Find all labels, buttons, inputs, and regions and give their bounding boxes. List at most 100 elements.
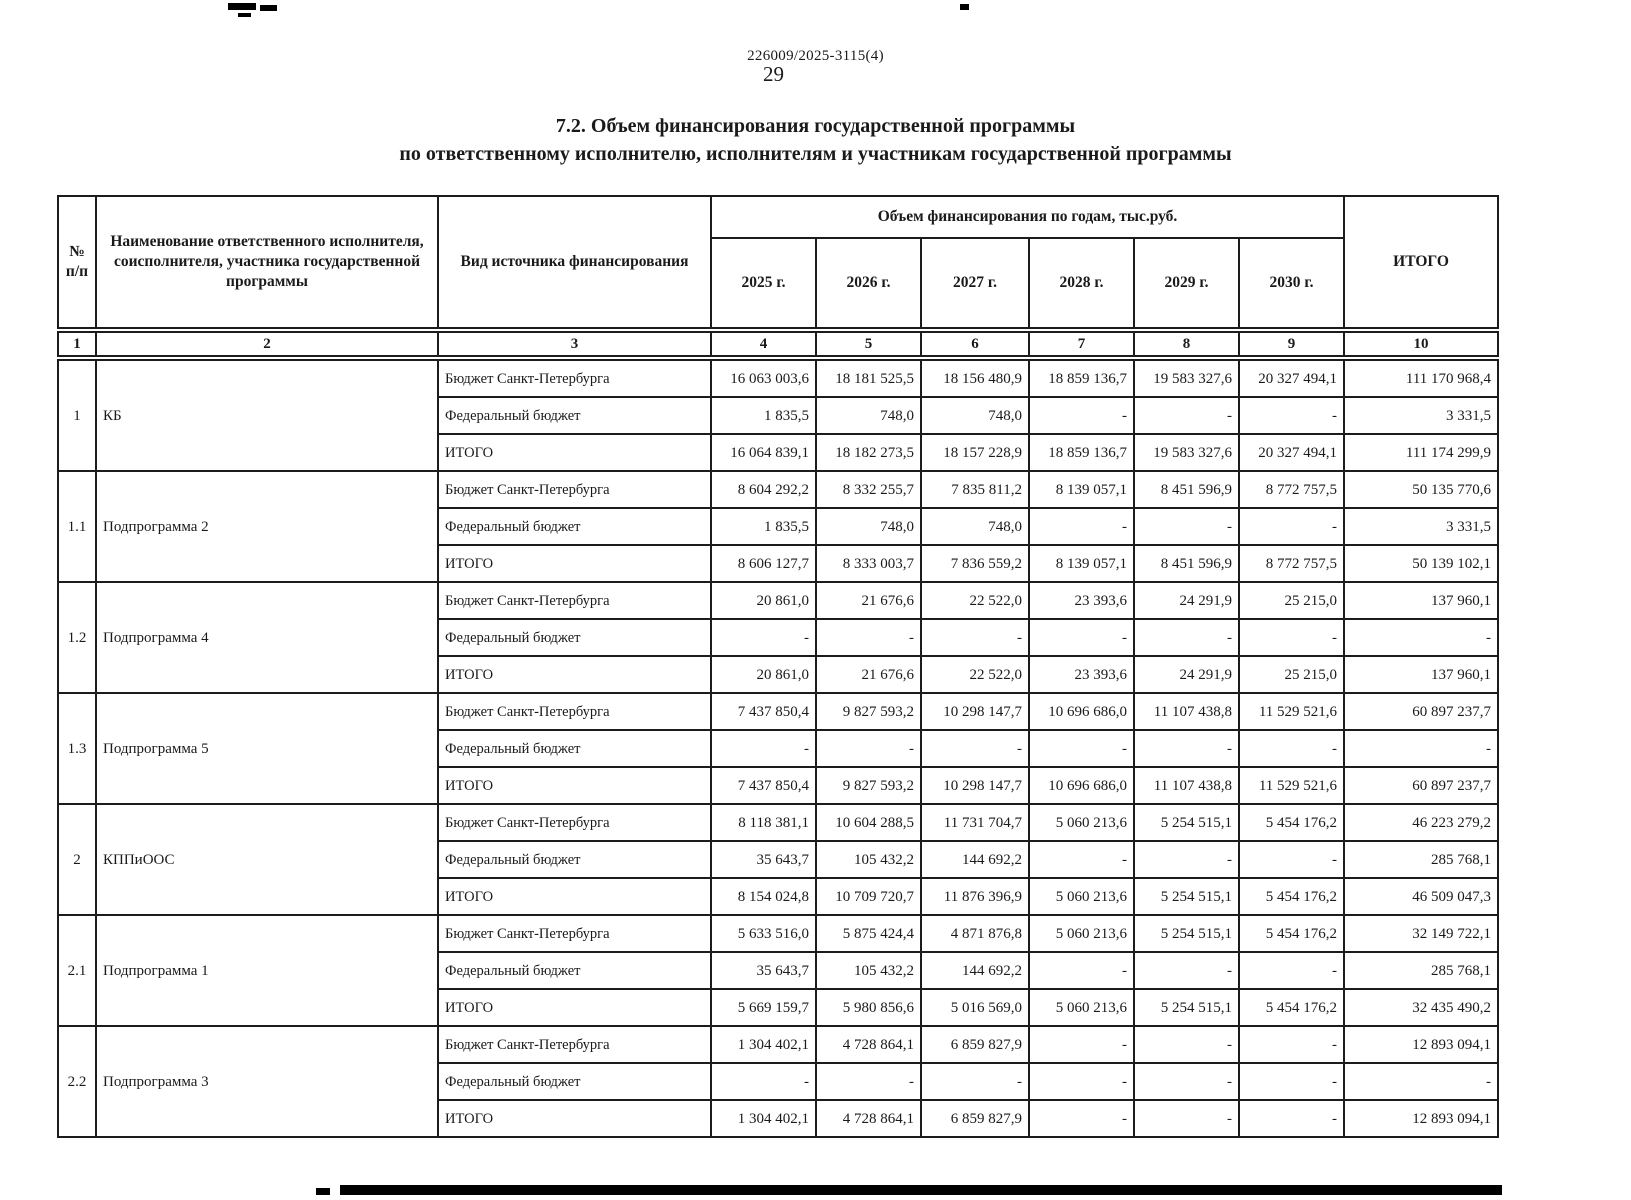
table-row: ИТОГО 1 304 402,1 4 728 864,1 6 859 827,9- -… [58, 1099, 1500, 1138]
col-header-year-2027: 2027 г. [920, 237, 1030, 331]
year-value-cell: 5 454 176,2 [1237, 877, 1346, 916]
table-row: 2.2 Подпрограмма 3 Бюджет Санкт-Петербурга… [57, 1025, 1500, 1138]
year-value-cell: 11 107 438,8 [1133, 766, 1240, 805]
year-value-cell: 4 728 864,1 [815, 1025, 922, 1064]
year-value-cell: 18 859 136,7 [1028, 357, 1135, 398]
year-value-cell: 748,0 [920, 507, 1030, 546]
colnum-7: 7 [1028, 327, 1135, 361]
table-row: ИТОГО 20 861,0 21 676,6 22 522,0 23 393,6 24 … [58, 655, 1500, 694]
page-number: 29 [763, 62, 784, 86]
year-value-cell: 18 181 525,5 [815, 357, 922, 398]
source-cell: Федеральный бюджет [437, 729, 712, 768]
year-value-cell: - [815, 729, 922, 768]
year-value-cell: - [1133, 840, 1240, 879]
year-value-cell: 5 454 176,2 [1237, 803, 1346, 842]
col-header-total: ИТОГО [1343, 195, 1500, 331]
section-title: 7.2. Объем финансирования государственно… [0, 112, 1631, 168]
year-value-cell: 21 676,6 [815, 655, 922, 694]
year-value-cell: 20 327 494,1 [1237, 357, 1346, 398]
year-value-cell: 8 772 757,5 [1237, 544, 1346, 583]
executor-name-cell: Подпрограмма 3 [95, 1025, 439, 1138]
year-value-cell: 5 254 515,1 [1133, 803, 1240, 842]
year-value-cell: 19 583 327,6 [1133, 433, 1240, 472]
scan-artifact [260, 5, 277, 11]
year-value-cell: 5 875 424,4 [815, 914, 922, 953]
year-value-cell: - [920, 618, 1030, 657]
col-header-year-2028: 2028 г. [1028, 237, 1135, 331]
year-value-cell: - [1133, 951, 1240, 990]
year-value-cell: - [815, 618, 922, 657]
year-value-cell: 10 696 686,0 [1028, 692, 1135, 731]
year-value-cell: 18 157 228,9 [920, 433, 1030, 472]
year-value-cell: 24 291,9 [1133, 655, 1240, 694]
section-title-line1: 7.2. Объем финансирования государственно… [555, 115, 1076, 137]
total-value-cell: 12 893 094,1 [1343, 1025, 1500, 1064]
scan-artifact [960, 4, 969, 10]
year-value-cell: - [1133, 1025, 1240, 1064]
total-value-cell: - [1343, 618, 1500, 657]
year-value-cell: 20 861,0 [710, 581, 817, 620]
year-value-cell: - [1133, 618, 1240, 657]
year-value-cell: 5 060 213,6 [1028, 803, 1135, 842]
table-row: 1.3 Подпрограмма 5 Бюджет Санкт-Петербурга… [57, 692, 1500, 805]
col-header-volume-group: Объем финансирования по годам, тыс.руб. [709, 195, 1346, 239]
colnum-8: 8 [1133, 327, 1240, 361]
year-value-cell: - [1133, 507, 1240, 546]
year-value-cell: 8 332 255,7 [815, 470, 922, 509]
total-value-cell: 60 897 237,7 [1343, 692, 1500, 731]
year-value-cell: - [1028, 1099, 1135, 1138]
year-value-cell: 8 451 596,9 [1133, 544, 1240, 583]
year-value-cell: - [1028, 396, 1135, 435]
year-value-cell: 5 454 176,2 [1237, 988, 1346, 1027]
year-value-cell: 5 980 856,6 [815, 988, 922, 1027]
row-number-cell: 2.2 [57, 1025, 97, 1138]
year-value-cell: - [1237, 729, 1346, 768]
year-value-cell: 11 731 704,7 [920, 803, 1030, 842]
year-value-cell: - [1028, 840, 1135, 879]
col-header-year-2026: 2026 г. [815, 237, 922, 331]
year-value-cell: 16 063 003,6 [710, 357, 817, 398]
col-header-year-2030: 2030 г. [1237, 237, 1346, 331]
year-value-cell: 23 393,6 [1028, 655, 1135, 694]
scan-artifact [340, 1185, 1502, 1195]
year-value-cell: 5 016 569,0 [920, 988, 1030, 1027]
source-cell: Федеральный бюджет [437, 618, 712, 657]
total-value-cell: 3 331,5 [1343, 396, 1500, 435]
year-value-cell: 1 835,5 [710, 396, 817, 435]
row-number-cell: 1.1 [57, 470, 97, 583]
year-value-cell: - [1133, 1099, 1240, 1138]
colnum-9: 9 [1237, 327, 1346, 361]
year-value-cell: 144 692,2 [920, 840, 1030, 879]
year-value-cell: 22 522,0 [920, 581, 1030, 620]
source-cell: Бюджет Санкт-Петербурга [437, 357, 712, 398]
year-value-cell: 748,0 [815, 507, 922, 546]
year-value-cell: 8 154 024,8 [710, 877, 817, 916]
total-value-cell: 32 149 722,1 [1343, 914, 1500, 953]
source-cell: Федеральный бюджет [437, 1062, 712, 1101]
section-title-line2: по ответственному исполнителю, исполните… [399, 143, 1232, 165]
source-cell: ИТОГО [437, 433, 712, 472]
year-value-cell: 18 156 480,9 [920, 357, 1030, 398]
year-value-cell: 5 254 515,1 [1133, 988, 1240, 1027]
year-value-cell: - [920, 1062, 1030, 1101]
year-value-cell: - [1028, 507, 1135, 546]
table-row: Федеральный бюджет 35 643,7 105 432,2 144 6… [58, 840, 1500, 879]
total-value-cell: 137 960,1 [1343, 655, 1500, 694]
total-value-cell: 137 960,1 [1343, 581, 1500, 620]
table-row: 2.1 Подпрограмма 1 Бюджет Санкт-Петербурга… [57, 914, 1500, 1027]
year-value-cell: 9 827 593,2 [815, 692, 922, 731]
year-value-cell: - [1237, 396, 1346, 435]
year-value-cell: - [1237, 951, 1346, 990]
year-value-cell: - [1028, 1025, 1135, 1064]
total-value-cell: 46 509 047,3 [1343, 877, 1500, 916]
year-value-cell: 11 529 521,6 [1237, 766, 1346, 805]
source-cell: Бюджет Санкт-Петербурга [437, 803, 712, 842]
total-value-cell: 46 223 279,2 [1343, 803, 1500, 842]
source-cell: Федеральный бюджет [437, 507, 712, 546]
table-row: 1 КБ Бюджет Санкт-Петербурга 16 063 003,6 18… [57, 357, 1500, 472]
year-value-cell: 9 827 593,2 [815, 766, 922, 805]
year-value-cell: 20 327 494,1 [1237, 433, 1346, 472]
year-value-cell: 7 835 811,2 [920, 470, 1030, 509]
year-value-cell: 1 304 402,1 [710, 1099, 817, 1138]
